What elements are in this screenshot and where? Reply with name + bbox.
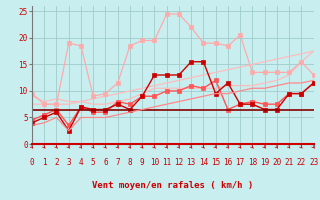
X-axis label: Vent moyen/en rafales ( km/h ): Vent moyen/en rafales ( km/h ) (92, 181, 253, 190)
